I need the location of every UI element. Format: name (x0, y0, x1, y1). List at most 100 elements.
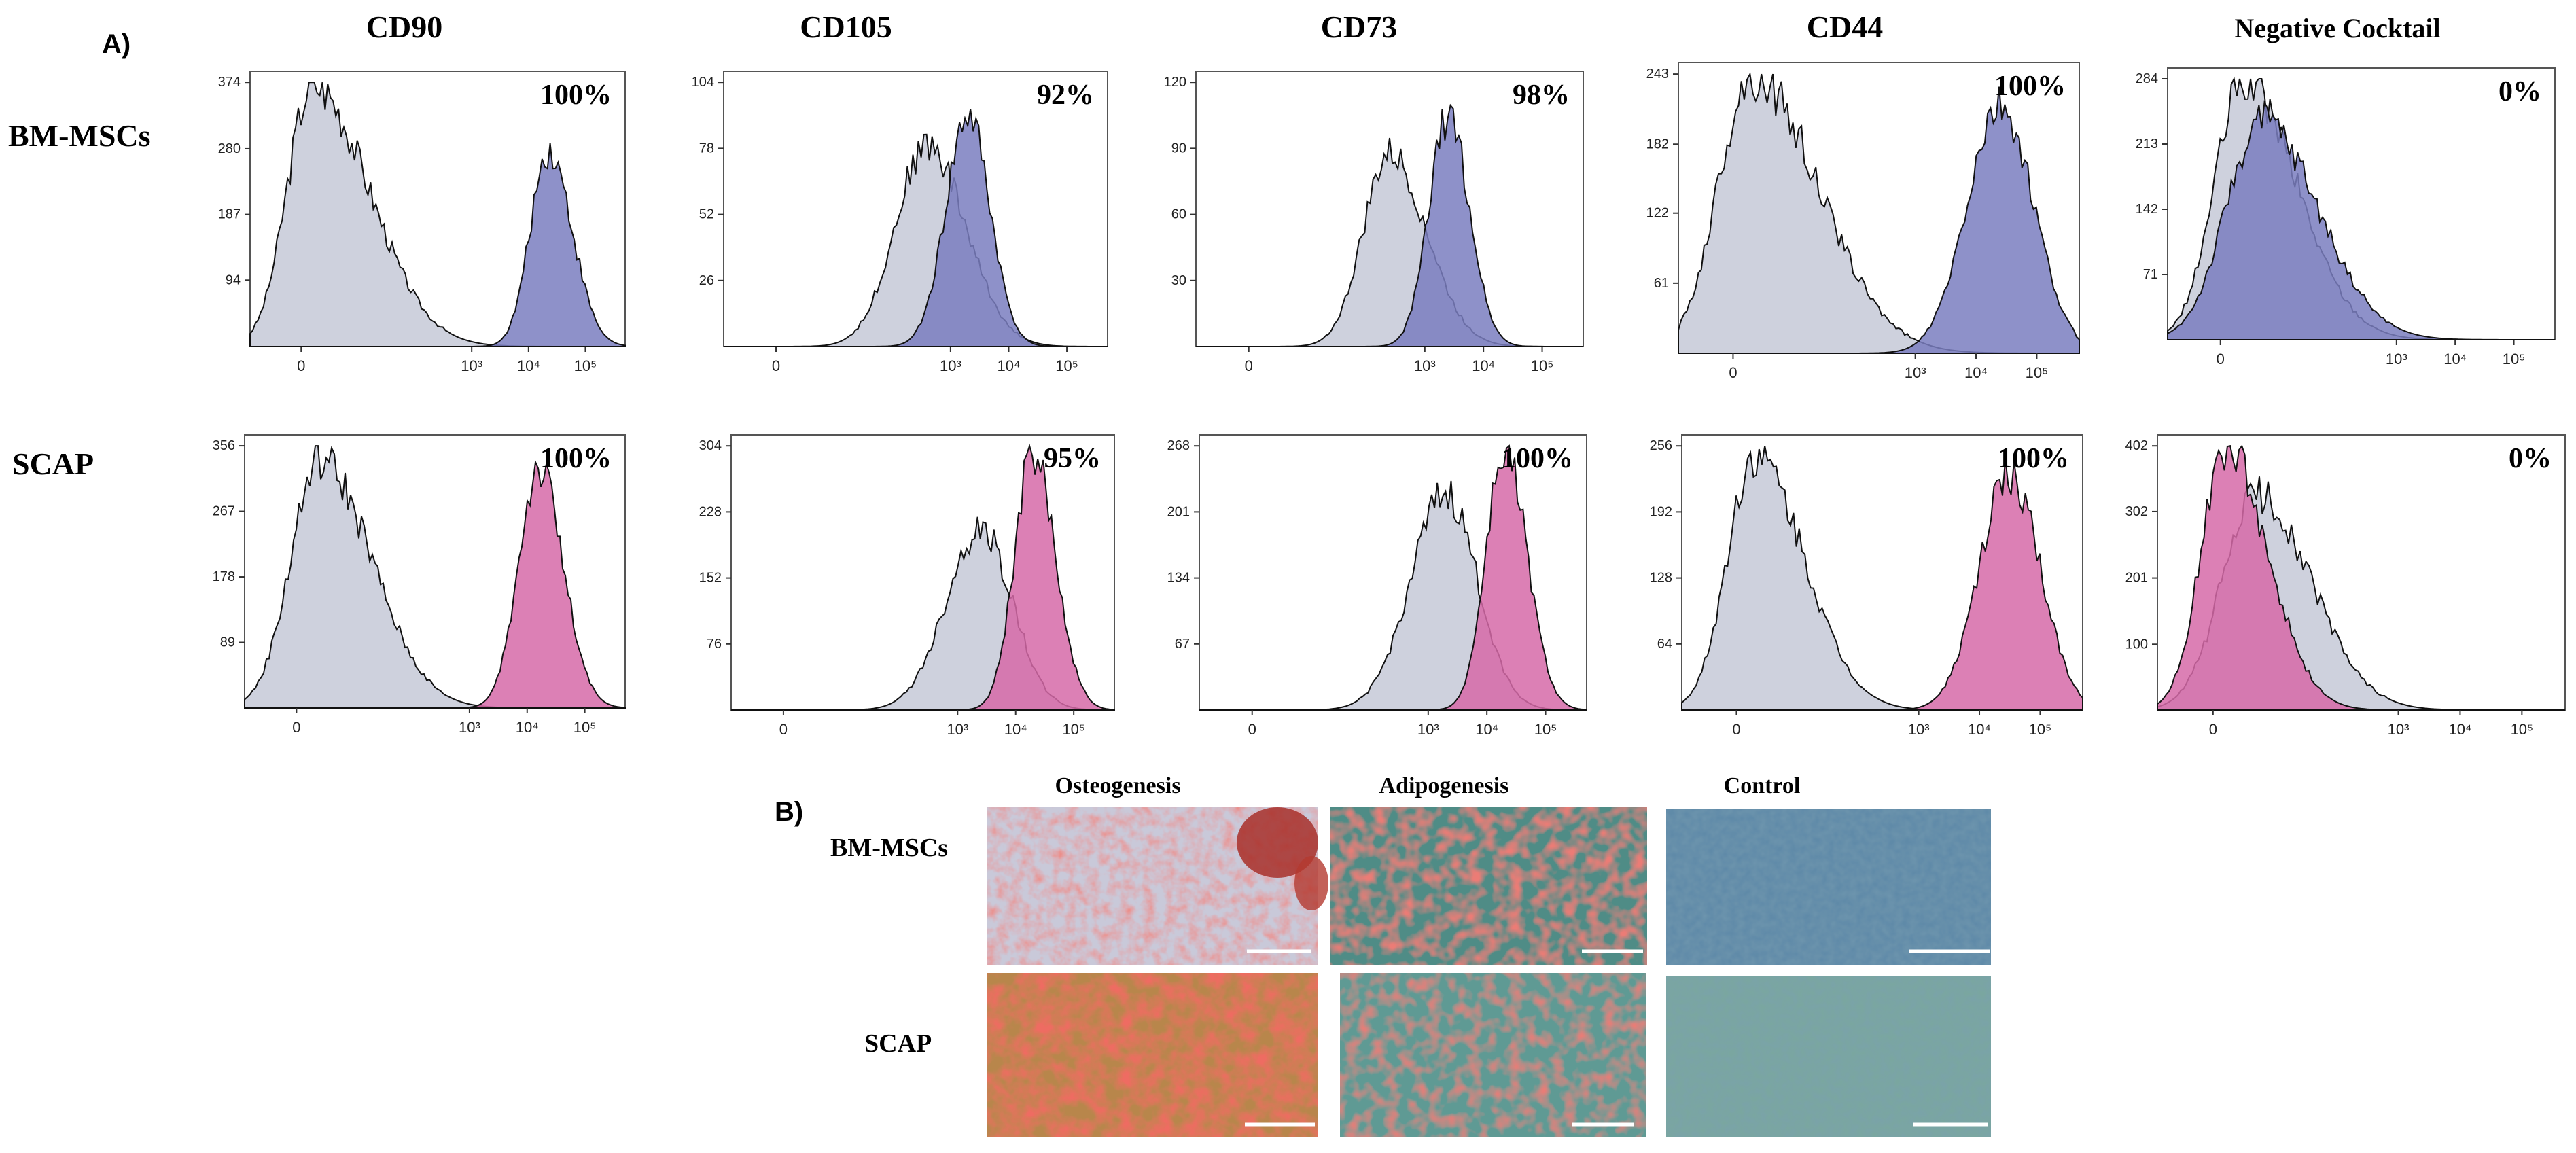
y-tick-label: 89 (220, 635, 235, 650)
column-header-cd90: CD90 (366, 10, 442, 44)
y-tick-label: 182 (1646, 137, 1669, 152)
histogram-marker-series (2167, 100, 2555, 340)
panel-b-header-osteogenesis: Osteogenesis (1055, 773, 1180, 798)
histogram-marker-series (1678, 86, 2080, 354)
x-tick-label: 0 (297, 357, 305, 374)
y-tick-label: 120 (1164, 75, 1186, 90)
percent-label: 92% (1037, 79, 1094, 111)
x-tick-label: 10⁵ (2503, 351, 2526, 368)
y-tick-label: 76 (707, 637, 722, 652)
y-tick-label: 267 (213, 504, 235, 519)
x-tick-label: 0 (779, 721, 788, 738)
y-tick-label: 61 (1654, 276, 1669, 291)
y-tick-label: 302 (2125, 504, 2148, 519)
y-tick-label: 284 (2136, 71, 2158, 86)
y-tick-label: 104 (692, 75, 714, 90)
micrograph-scap-adipogenesis (1340, 973, 1646, 1137)
histogram-bm-mscs-cd73: 30 60 90 120 0 10³ 10⁴ 10⁵ 98% (1164, 71, 1584, 374)
y-tick-label: 67 (1175, 637, 1190, 652)
micrograph-bm-mscs-adipogenesis (1330, 807, 1647, 965)
x-tick-label: 10³ (2388, 721, 2410, 738)
x-tick-label: 0 (292, 719, 300, 736)
histogram-marker-series (250, 143, 626, 347)
row-header-bm-mscs: BM-MSCs (8, 118, 151, 153)
percent-label: 100% (1994, 71, 2066, 102)
y-tick-label: 243 (1646, 67, 1669, 82)
x-tick-label: 10⁴ (517, 357, 540, 374)
panel-b-label: B) (775, 797, 803, 827)
histogram-scap-cd44: 64 128 192 256 0 10³ 10⁴ 10⁵ 100% (1650, 434, 2083, 738)
x-tick-label: 0 (1248, 721, 1256, 738)
histogram-scap-cd105: 76 152 228 304 0 10³ 10⁴ 10⁵ 95% (699, 434, 1115, 738)
histogram-bm-mscs-cd90: 94 187 280 374 0 10³ 10⁴ 10⁵ 100% (218, 71, 626, 374)
x-tick-label: 10⁵ (1055, 357, 1078, 374)
panel-b-header-adipogenesis: Adipogenesis (1379, 773, 1509, 798)
x-tick-label: 10⁴ (998, 357, 1021, 374)
y-tick-label: 71 (2143, 267, 2158, 282)
x-tick-label: 10³ (1905, 364, 1926, 381)
x-tick-label: 0 (772, 357, 780, 374)
row-header-scap: SCAP (12, 446, 94, 481)
y-tick-label: 201 (2125, 571, 2148, 586)
y-tick-label: 128 (1650, 571, 1672, 586)
y-tick-label: 178 (213, 569, 235, 584)
y-tick-label: 256 (1650, 438, 1672, 453)
y-tick-label: 187 (218, 207, 241, 222)
y-tick-label: 134 (1167, 571, 1190, 586)
y-tick-label: 94 (226, 272, 241, 287)
histogram-marker-series (731, 443, 1115, 711)
x-tick-label: 10⁵ (2029, 721, 2052, 738)
histogram-marker-series (245, 459, 626, 709)
x-tick-label: 10³ (940, 357, 961, 374)
column-header-cd44: CD44 (1807, 10, 1883, 44)
x-tick-label: 10⁴ (1004, 721, 1027, 738)
y-tick-label: 280 (218, 141, 241, 156)
x-tick-label: 10⁴ (1472, 357, 1495, 374)
x-tick-label: 10³ (1417, 721, 1439, 738)
y-tick-label: 213 (2136, 137, 2158, 152)
x-tick-label: 10⁵ (1531, 357, 1554, 374)
x-tick-label: 10⁵ (2511, 721, 2534, 738)
x-tick-label: 10⁴ (1968, 721, 1991, 738)
y-tick-label: 142 (2136, 202, 2158, 217)
x-tick-label: 10⁴ (1475, 721, 1498, 738)
y-tick-label: 52 (699, 207, 714, 222)
percent-label: 100% (540, 79, 612, 111)
x-tick-label: 10³ (459, 719, 480, 736)
panel-b-row-scap: SCAP (864, 1029, 932, 1058)
y-tick-label: 268 (1167, 438, 1190, 453)
x-tick-label: 10³ (947, 721, 968, 738)
x-tick-label: 10³ (1414, 357, 1436, 374)
histogram-marker-series (2157, 444, 2565, 711)
histogram-scap-cd90: 89 178 267 356 0 10³ 10⁴ 10⁵ 100% (213, 434, 626, 736)
percent-label: 100% (1998, 443, 2069, 474)
percent-label: 0% (2499, 76, 2541, 107)
column-header-negative-cocktail: Negative Cocktail (2234, 13, 2440, 43)
x-tick-label: 10⁵ (1062, 721, 1085, 738)
x-tick-label: 10⁵ (2026, 364, 2049, 381)
x-tick-label: 10⁴ (2448, 721, 2471, 738)
x-tick-label: 10⁴ (1964, 364, 1988, 381)
histogram-marker-series (1199, 444, 1587, 711)
y-tick-label: 90 (1171, 141, 1186, 156)
y-tick-label: 402 (2125, 438, 2148, 453)
micrograph-bm-mscs-control (1666, 809, 1991, 965)
percent-label: 98% (1513, 79, 1570, 111)
y-tick-label: 30 (1171, 273, 1186, 288)
histogram-marker-series (1196, 103, 1583, 347)
y-tick-label: 60 (1171, 207, 1186, 222)
percent-label: 95% (1044, 443, 1101, 474)
x-tick-label: 10⁵ (574, 719, 597, 736)
histogram-scap-cd73: 67 134 201 268 0 10³ 10⁴ 10⁵ 100% (1167, 434, 1587, 738)
x-tick-label: 10⁵ (1534, 721, 1557, 738)
percent-label: 0% (2509, 443, 2552, 474)
y-tick-label: 100 (2125, 637, 2148, 652)
y-tick-label: 64 (1657, 637, 1672, 652)
histogram-bm-mscs-cd105: 26 52 78 104 0 10³ 10⁴ 10⁵ 92% (692, 71, 1108, 374)
micrograph-bm-mscs-osteogenesis (987, 807, 1328, 965)
column-header-cd73: CD73 (1321, 10, 1397, 44)
x-tick-label: 10³ (1908, 721, 1930, 738)
x-tick-label: 0 (1732, 721, 1740, 738)
x-tick-label: 10⁴ (516, 719, 539, 736)
x-tick-label: 10³ (2386, 351, 2407, 368)
